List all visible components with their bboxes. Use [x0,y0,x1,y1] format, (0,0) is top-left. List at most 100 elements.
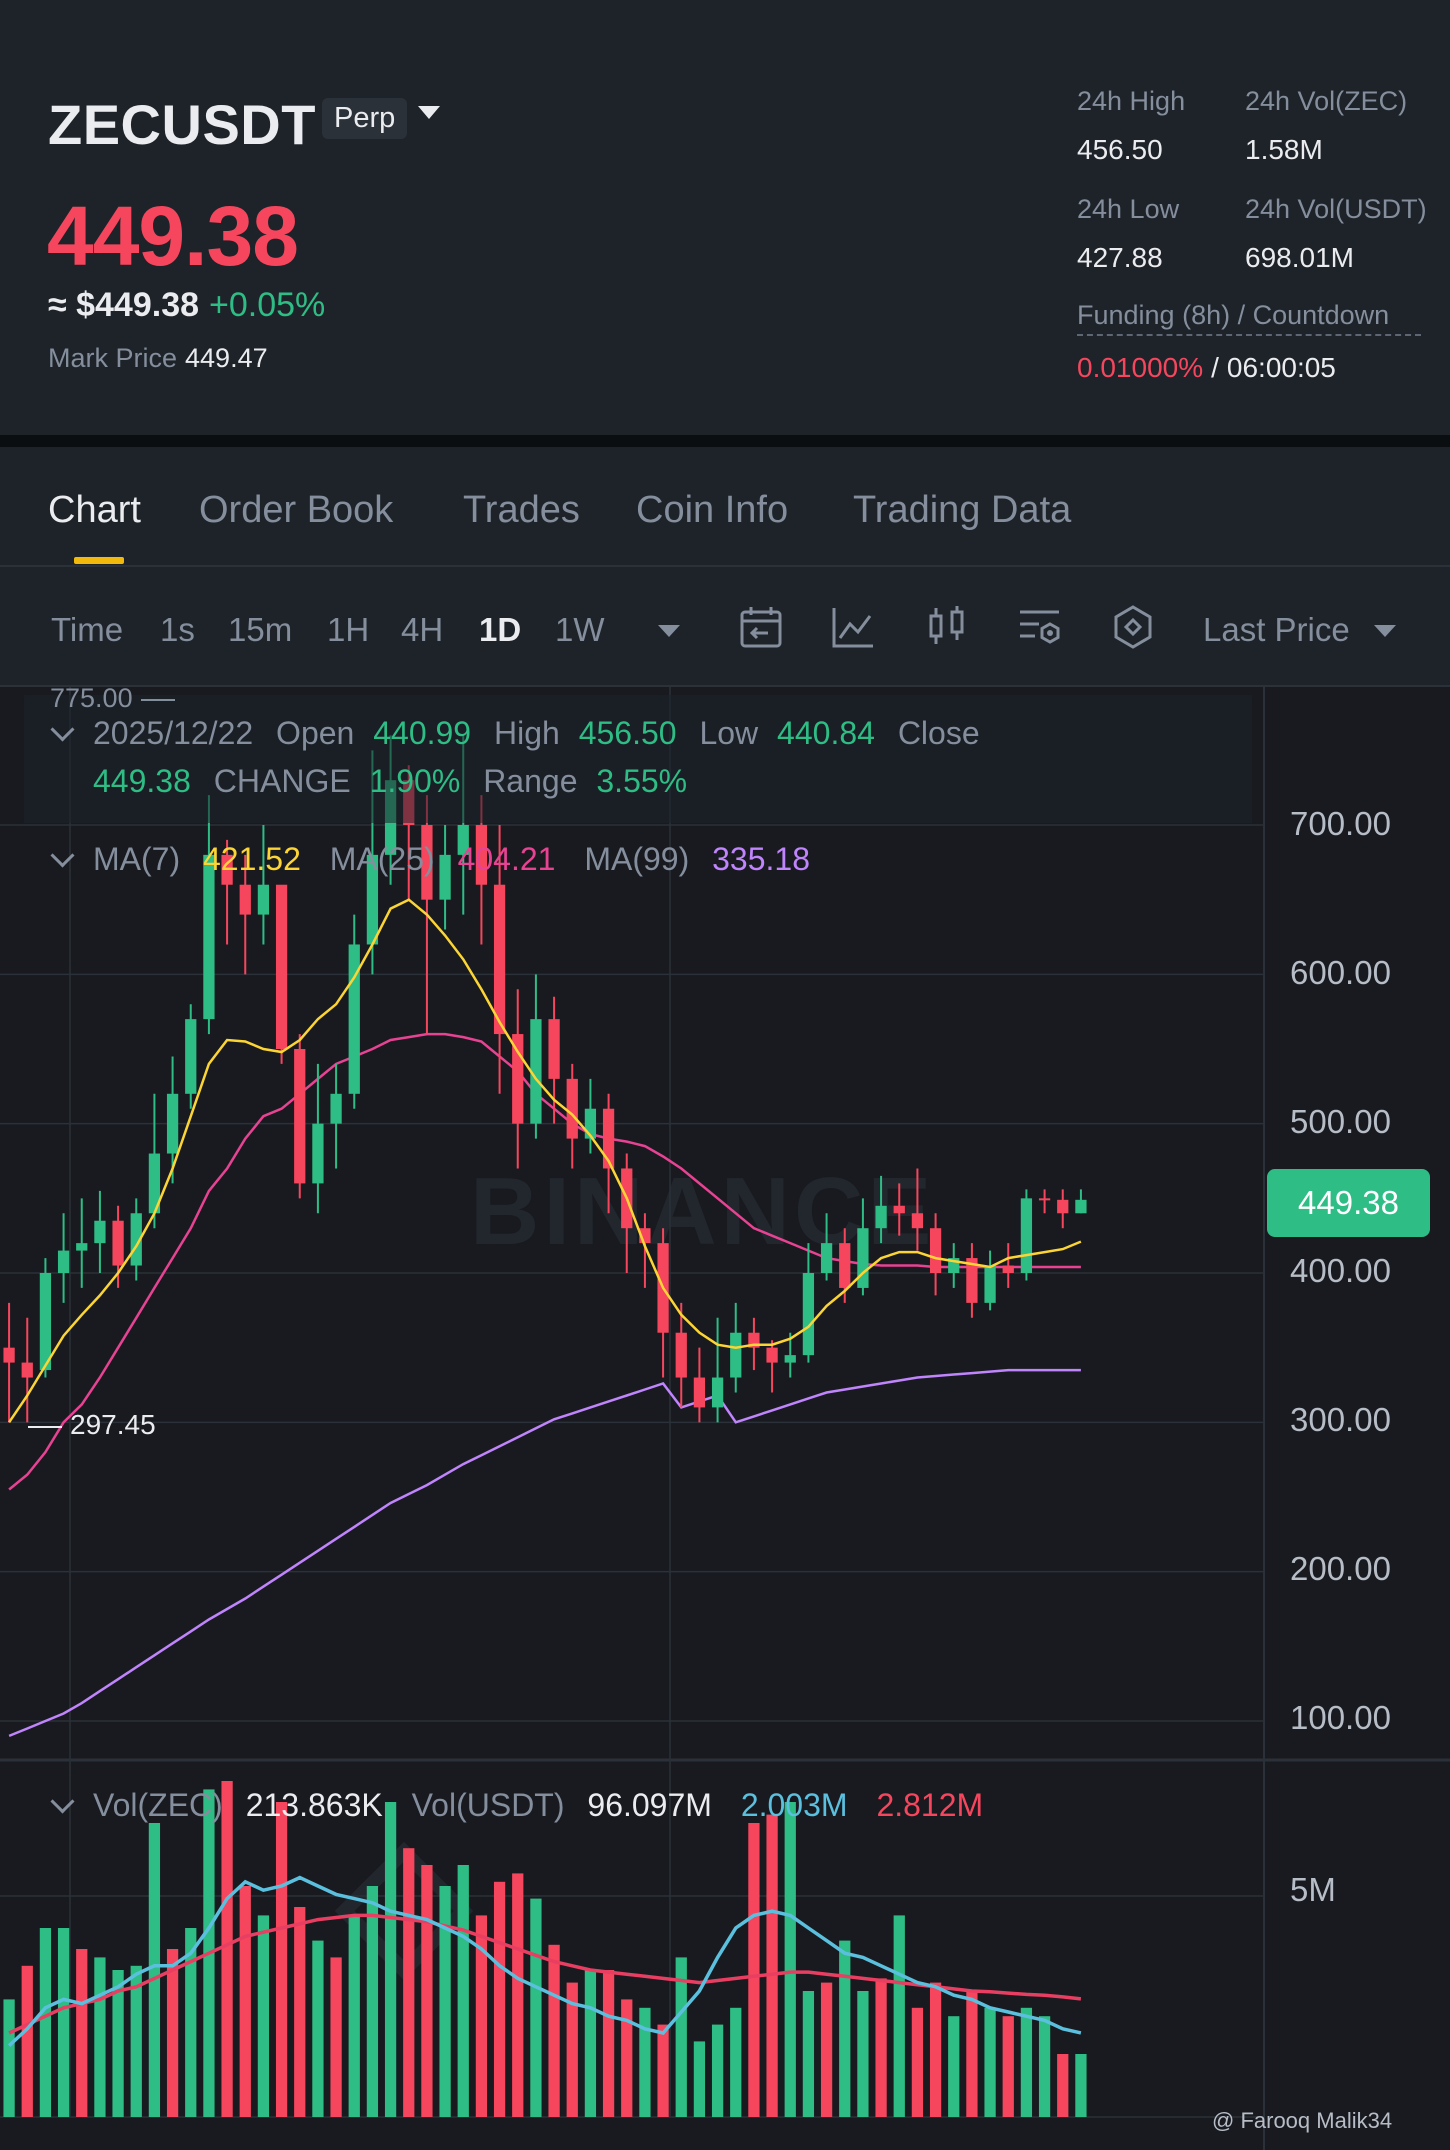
candle-body [548,1019,560,1079]
timeframe-1h[interactable]: 1H [327,611,370,648]
tab-chart[interactable]: Chart [48,489,141,531]
candle-body [566,1078,578,1139]
volume-bar [221,1781,233,2117]
price-type-select[interactable]: Last Price [1203,611,1350,648]
volume-bar [384,1802,397,2117]
volume-bar [257,1915,270,2117]
candle-body [275,884,288,1049]
candle-body [839,1243,851,1288]
collapse-chevron-icon[interactable] [50,717,75,742]
ma-collapse-chevron-icon[interactable] [50,843,75,868]
ma7-line [8,898,1082,1424]
candle-body [366,854,379,945]
y-tick-label: 700.00 [1290,805,1391,842]
range-label: Range [483,763,578,799]
volume-bar [112,1970,124,2117]
layers-icon[interactable] [1110,604,1156,650]
timeframe-15m[interactable]: 15m [228,611,293,648]
ma7-value: 421.52 [203,841,301,877]
candle-body [748,1332,760,1348]
volume-bar [839,1940,851,2117]
calendar-icon[interactable] [738,604,784,650]
volume-collapse-chevron-icon[interactable] [50,1789,75,1814]
vol-usdt-value: 96.097M [587,1787,712,1823]
ma25-value: 404.21 [457,841,556,877]
candle-body [948,1258,960,1273]
timeframe-1w[interactable]: 1W [555,611,605,648]
close-label: Close [897,715,980,751]
volume-bar [966,1991,978,2117]
high-label: High [493,715,560,751]
tab-trading-data[interactable]: Trading Data [853,489,1072,531]
timeframe-4h[interactable]: 4H [401,611,444,648]
tab-coin-info[interactable]: Coin Info [636,489,789,531]
volume-bar [439,1886,451,2117]
volume-bar [639,2007,651,2117]
ma99-value: 335.18 [712,841,810,877]
candle-style-icon[interactable] [924,604,970,650]
candle-body [693,1377,706,1408]
ohlc-line-1: 2025/12/22 Open 440.99 High 456.50 Low 4… [48,715,980,752]
candle-body [76,1243,88,1251]
candle-body [493,884,506,1035]
funding-countdown-label[interactable]: Funding (8h) / Countdown [1077,300,1421,336]
ma25-line [8,1032,1081,1491]
funding-countdown: 06:00:05 [1226,352,1336,383]
low-label: Low [699,715,759,751]
ma-legend: MA(7) 421.52 MA(25) 404.21 MA(99) 335.18 [48,841,810,878]
volume-bar [929,1982,942,2117]
more-timeframes-caret-icon[interactable] [658,625,680,637]
chart-area[interactable]: BINANCE 775.00 2025/12/22 Open 440.99 Hi… [0,683,1450,2150]
candle-body [148,1153,161,1214]
timeframe-1s[interactable]: 1s [160,611,195,648]
volume-bar [21,1965,33,2117]
candle-body [530,1019,542,1124]
tab-order-book[interactable]: Order Book [199,489,394,531]
candle-body [1020,1198,1033,1273]
tab-bar: Chart Order Book Trades Coin Info Tradin… [0,447,1450,567]
volume-bar [239,1886,251,2117]
candle-body [984,1265,996,1303]
contract-type-badge[interactable]: Perp [322,98,408,139]
high-value: 456.50 [578,715,677,751]
candle-body [512,1034,524,1124]
candle-body [57,1250,70,1273]
y-tick-label: 200.00 [1290,1550,1391,1587]
tab-trades[interactable]: Trades [463,489,580,531]
volume-bar [875,1978,887,2117]
min-price-line [28,1425,62,1428]
price-type-caret-icon[interactable] [1374,625,1396,637]
section-divider [0,435,1450,447]
timeframe-time[interactable]: Time [51,611,124,648]
volume-bar [475,1915,488,2117]
volume-bar [1075,2054,1087,2117]
mark-price-row: Mark Price 449.47 [48,343,268,374]
candle-body [203,854,215,1020]
candle-body [1057,1199,1069,1214]
usd-price: ≈ $449.38 [48,286,200,324]
max-price-value: 775.00 [50,683,133,713]
open-value: 440.99 [373,715,472,751]
candlestick-chart[interactable] [0,687,1450,2150]
candle-body [166,1093,179,1154]
candle-body [1038,1198,1051,1201]
volume-bar [366,1886,379,2117]
volume-bar [711,2024,724,2117]
candle-body [929,1228,942,1273]
ma99-label: MA(99) [584,841,690,877]
symbol-dropdown-caret-icon[interactable] [418,106,440,119]
indicator-icon[interactable] [830,604,876,650]
volume-bar [748,1823,760,2117]
volume-bar [403,1848,415,2117]
symbol-title[interactable]: ZECUSDT [48,93,316,156]
high-24h-label: 24h High [1077,86,1186,116]
candle-body [457,825,469,855]
ma7-label: MA(7) [93,841,181,877]
close-value: 449.38 [93,763,191,799]
vol-usdt-24h-value: 698.01M [1245,242,1354,273]
timeframe-1d[interactable]: 1D [479,611,522,648]
min-price-marker: 297.45 [28,1409,156,1441]
high-24h-value: 456.50 [1077,134,1163,165]
range-value: 3.55% [596,763,688,799]
chart-settings-icon[interactable] [1017,604,1063,650]
